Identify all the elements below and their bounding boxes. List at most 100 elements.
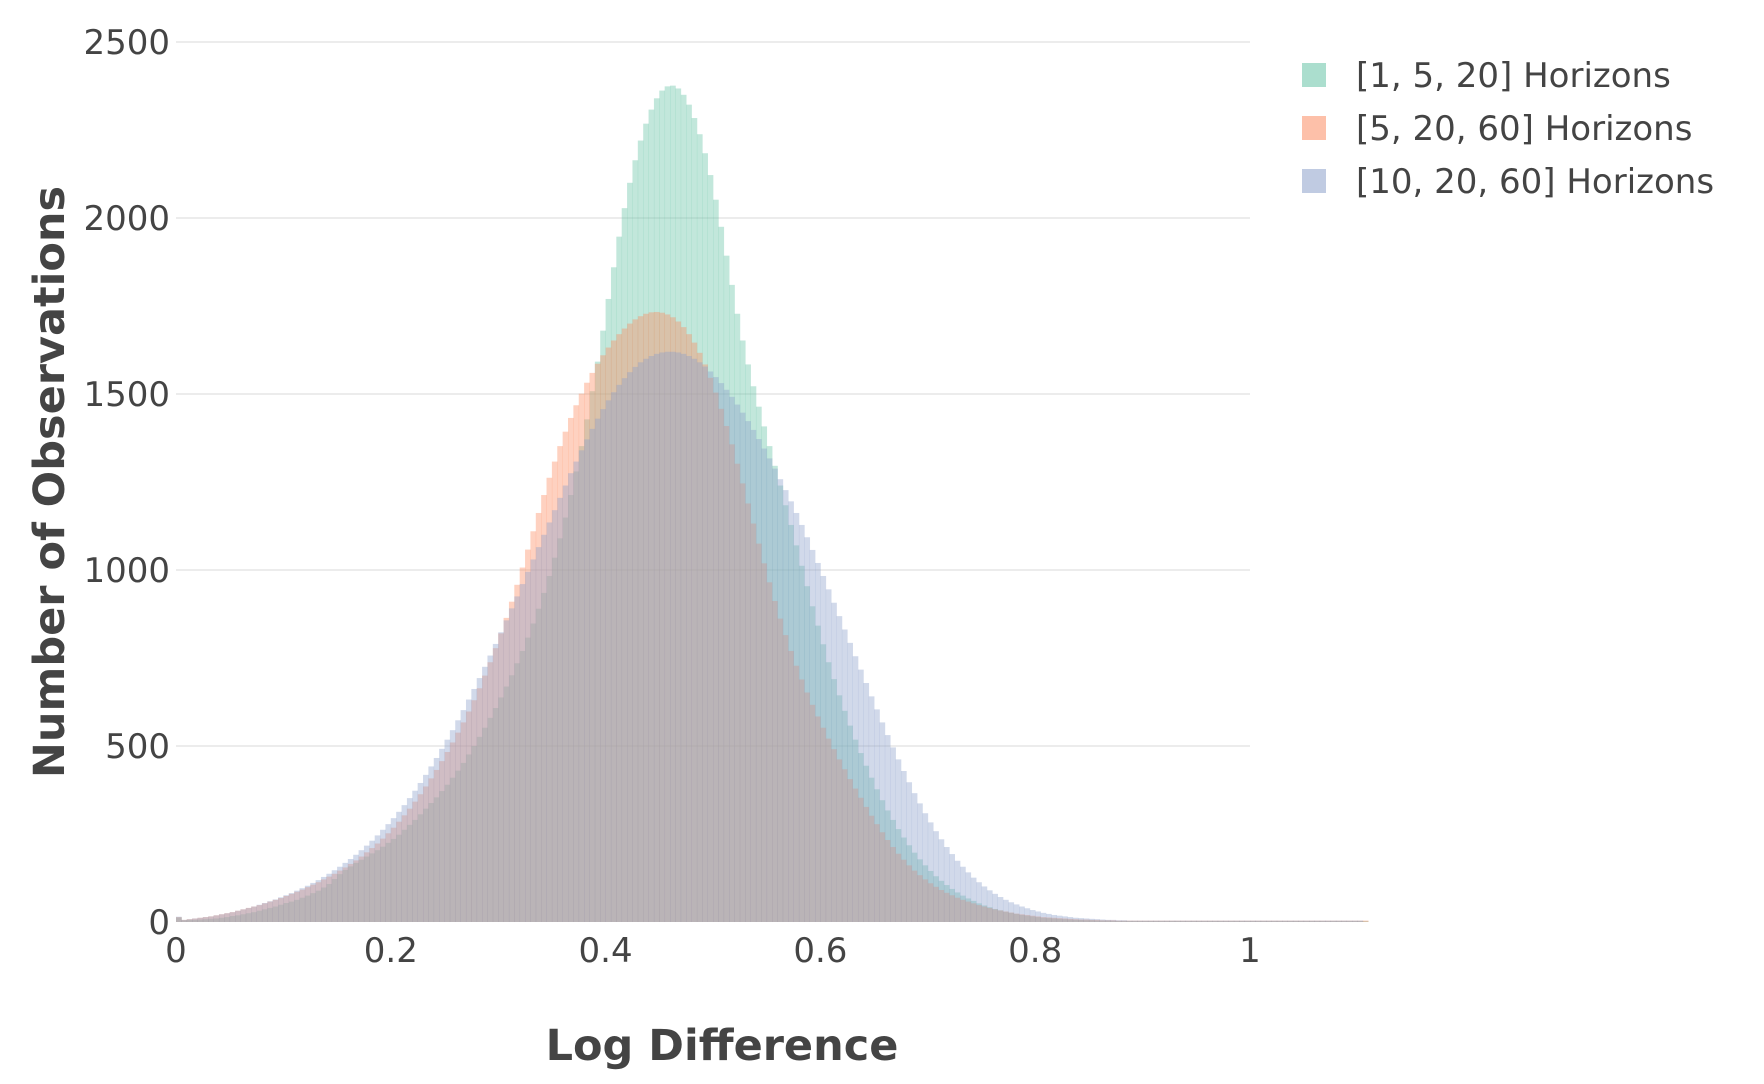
histogram-bar [465,711,472,922]
histogram-bar [863,682,870,922]
histogram-bar [562,485,569,922]
histogram-bar [648,355,655,922]
histogram-bar [1137,920,1143,922]
histogram-bar [1008,902,1015,922]
histogram-bar [594,418,601,922]
histogram-bar [181,920,188,922]
histogram-bar [874,824,880,922]
histogram-bar [632,366,639,922]
histogram-bar [992,909,998,922]
histogram-bar [551,461,558,922]
histogram-bar [261,902,268,922]
histogram-bar [766,446,773,922]
histogram-bar [627,372,633,922]
histogram-bar [696,352,703,922]
histogram-bar [1325,920,1331,922]
histogram-bar [224,913,231,922]
histogram-bar [739,412,746,922]
histogram-bar [1330,920,1337,922]
histogram-bar [938,839,945,922]
histogram-bar [1233,920,1240,922]
histogram-bar [1147,920,1154,922]
histogram-bar [492,707,499,922]
histogram-bar [594,363,601,922]
histogram-bar [616,236,623,922]
histogram-bar [267,901,274,922]
histogram-bar [224,913,231,922]
histogram-bar [530,531,537,922]
histogram-bar [1266,920,1272,922]
y-tick-label: 1500 [83,375,170,415]
histogram-bar [691,342,698,922]
histogram-bar [729,396,735,922]
histogram-bar [337,866,343,922]
histogram-bar [1110,919,1117,922]
histogram-bar [884,839,891,922]
histogram-bar [874,709,880,922]
histogram-bar [761,426,768,922]
histogram-bar [202,917,209,922]
y-tick-label: 1000 [83,551,170,591]
histogram-bar [804,692,811,922]
histogram-bar [465,699,472,922]
histogram-bar [782,505,789,922]
histogram-bar [1099,919,1106,922]
histogram-bar [213,915,220,922]
histogram-bar [1292,920,1299,922]
histogram-bar [1067,919,1074,922]
histogram-bar [841,769,848,922]
histogram-bar [1196,920,1203,922]
histogram-bar [637,316,644,922]
histogram-bar [1153,920,1160,922]
histogram-bar [1153,920,1160,922]
histogram-bar [917,859,923,922]
histogram-bar [551,557,558,922]
histogram-bar [417,782,424,922]
histogram-bar [1094,919,1100,922]
histogram-bar [1314,920,1321,922]
histogram-bar [1276,920,1283,922]
histogram-bar [820,575,827,922]
histogram-bar [1045,917,1052,922]
grid-lines [176,41,1250,747]
histogram-bar [487,717,494,922]
histogram-bar [353,860,359,922]
histogram-bar [423,786,429,922]
histogram-bar [766,582,773,922]
histogram-bar [1169,920,1176,922]
histogram-bar [1260,920,1267,922]
legend-swatch [1302,63,1326,87]
histogram-bar [1180,920,1186,922]
histogram-bar [337,874,343,922]
histogram-bar [428,766,435,922]
histogram-bar [997,910,1004,922]
histogram-bar [1207,920,1213,922]
histogram-bar [202,919,209,922]
histogram-bar [1223,920,1229,922]
histogram-bar [670,351,676,922]
histogram-bar [406,824,413,922]
histogram-bar [267,901,274,922]
histogram-bar [890,847,896,922]
histogram-bar [675,88,682,923]
histogram-bar [1008,912,1015,922]
histogram-bar [825,738,832,922]
histogram-bar [508,601,515,922]
histogram-bar [761,448,768,922]
histogram-bar [675,321,682,922]
histogram-bar [938,889,945,922]
histogram-bar [541,534,547,922]
histogram-bar [417,794,424,922]
histogram-bar [836,695,843,922]
histogram-bar [906,845,913,922]
histogram-bar [1164,920,1170,922]
histogram-bar [852,788,859,922]
histogram-bar [176,917,182,922]
histogram-bar [423,774,429,922]
histogram-bar [933,831,939,922]
histogram-bar [1105,920,1111,922]
histogram-bar [863,765,870,922]
histogram-bar [245,907,252,922]
histogram-bar [696,362,703,922]
histogram-bar [363,845,370,922]
